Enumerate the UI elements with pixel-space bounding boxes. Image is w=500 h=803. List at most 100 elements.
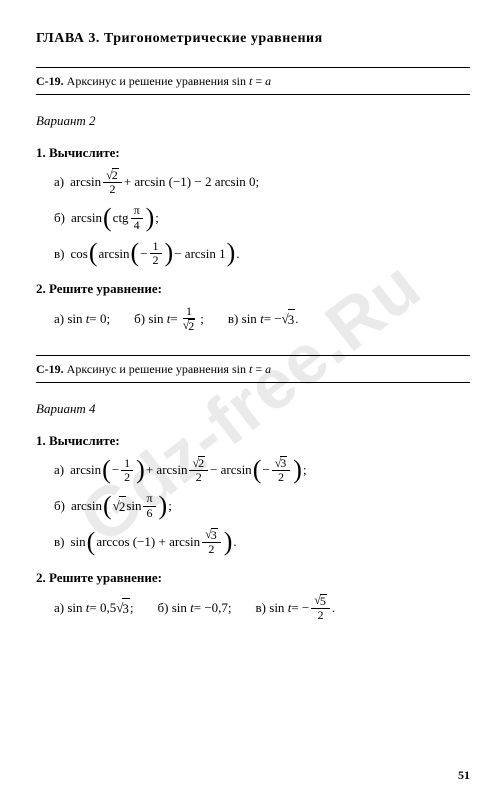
end: ;	[168, 496, 172, 516]
den: 2	[188, 319, 195, 333]
frac: π 4	[131, 204, 143, 231]
variant-label: Вариант 2	[36, 111, 470, 131]
eq: =	[255, 362, 262, 376]
lbl: б)	[134, 309, 145, 329]
rp: )	[224, 532, 233, 553]
d3: 2	[275, 471, 287, 484]
num: 1	[150, 240, 162, 254]
lparen: (	[103, 208, 112, 229]
mid: − arcsin 1	[174, 244, 225, 264]
p1b: б) arcsin ( 2 sin π 6 ) ;	[54, 492, 470, 519]
sin: sin	[67, 598, 82, 618]
rp3: )	[293, 460, 302, 481]
lp1: (	[102, 460, 111, 481]
neg3: −	[262, 460, 269, 480]
p1a: а) arcsin ( − 1 2 ) + arcsin 2 2 − arcsi…	[54, 456, 470, 484]
rparen2: )	[165, 243, 174, 264]
section-code: С-19.	[36, 362, 64, 376]
frac: 1 2	[180, 305, 199, 333]
p1b: б) arcsin ( ctg π 4 ) ;	[54, 204, 470, 231]
num: 1	[183, 305, 195, 319]
sin: sin	[269, 598, 284, 618]
rhs: a	[265, 74, 271, 88]
d2: 2	[193, 471, 205, 484]
label: в)	[54, 244, 64, 264]
d: 2	[121, 471, 133, 484]
p2c: в) sin t = − 3 .	[228, 305, 299, 333]
rp: )	[159, 496, 168, 517]
rparen: )	[146, 208, 155, 229]
den: 2	[106, 183, 118, 196]
p2a: а) sin t = 0;	[54, 305, 110, 333]
lbl: б)	[158, 598, 169, 618]
lbl: в)	[256, 598, 266, 618]
section-var: t	[249, 362, 252, 376]
fn: sin	[70, 532, 85, 552]
rparen: )	[227, 243, 236, 264]
frac: 5 2	[311, 594, 330, 622]
end: .	[236, 244, 239, 264]
eq: = 0;	[89, 309, 110, 329]
section-text: Арксинус и решение уравнения sin	[67, 362, 246, 376]
end: ;	[130, 598, 134, 618]
num: π	[131, 204, 143, 218]
end: .	[233, 532, 236, 552]
end: ;	[303, 460, 307, 480]
chapter-label: ГЛАВА 3.	[36, 31, 100, 46]
rad: 2	[119, 496, 127, 517]
eq: = −	[291, 598, 309, 618]
rad: 3	[122, 598, 130, 619]
p1a: а) arcsin 2 2 + arcsin (−1) − 2 arcsin 0…	[54, 168, 470, 196]
n: 3	[211, 528, 218, 542]
p1c: в) cos ( arcsin ( − 1 2 ) − arcsin 1 ) .	[54, 240, 470, 267]
n3: 3	[280, 456, 287, 470]
num: 2	[112, 168, 119, 182]
lp3: (	[253, 460, 262, 481]
end: ;	[200, 309, 204, 329]
lbl: а)	[54, 309, 64, 329]
sin: sin	[172, 598, 187, 618]
p2b: б) sin t = 1 2 ;	[134, 305, 204, 333]
sin: sin	[148, 309, 163, 329]
frac: 3 2	[202, 528, 221, 556]
fn: cos	[70, 244, 87, 264]
lp: (	[103, 496, 112, 517]
d: 6	[144, 507, 156, 520]
chapter-title: ГЛАВА 3. Тригонометрические уравнения	[36, 28, 470, 49]
rest: + arcsin (−1) − 2 arcsin 0;	[124, 172, 259, 192]
f2: 2 2	[189, 456, 208, 484]
lparen: (	[89, 243, 98, 264]
fn: arcsin	[71, 496, 102, 516]
label: а)	[54, 172, 64, 192]
mid2: − arcsin	[210, 460, 252, 480]
section-header: С-19. Арксинус и решение уравнения sin t…	[36, 67, 470, 95]
eq: = −	[264, 309, 282, 329]
f3: 3 2	[272, 456, 291, 484]
p2-title: 2. Решите уравнение:	[36, 279, 470, 299]
section-var: t	[249, 74, 252, 88]
page: ГЛАВА 3. Тригонометрические уравнения С-…	[0, 0, 500, 654]
sin: sin	[67, 309, 82, 329]
label: б)	[54, 208, 65, 228]
label: в)	[54, 532, 64, 552]
p2-row: а) sin t = 0; б) sin t = 1 2 ; в) sin	[54, 305, 470, 333]
n: 1	[121, 457, 133, 471]
d: 2	[315, 609, 327, 622]
end: .	[332, 598, 335, 618]
n: π	[143, 492, 155, 506]
variant-label-2: Вариант 4	[36, 399, 470, 419]
lbl: в)	[228, 309, 238, 329]
den: 4	[131, 219, 143, 232]
fn: arcsin	[71, 208, 102, 228]
rhs: a	[265, 362, 271, 376]
p1c: в) sin ( arccos (−1) + arcsin 3 2 ) .	[54, 528, 470, 556]
label: а)	[54, 460, 64, 480]
end: .	[295, 309, 298, 329]
p2-row: а) sin t = 0,5 3 ; б) sin t = −0,7; в) s…	[54, 594, 470, 622]
problem-2b: 2. Решите уравнение: а) sin t = 0,5 3 ; …	[36, 568, 470, 622]
frac: 1 2	[150, 240, 162, 267]
sin: sin	[126, 496, 141, 516]
fn: arcsin	[70, 172, 101, 192]
mid: + arcsin	[146, 460, 188, 480]
p1-title: 1. Вычислите:	[36, 431, 470, 451]
